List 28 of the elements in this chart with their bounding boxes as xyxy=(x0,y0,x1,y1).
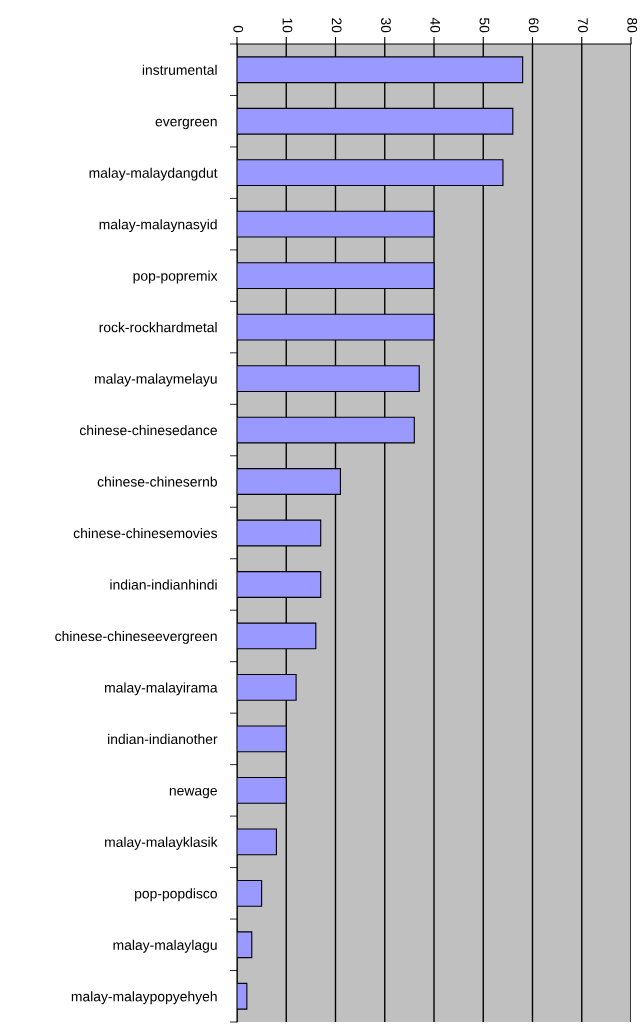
y-tick-label: rock-rockhardmetal xyxy=(99,322,217,333)
y-tick-label: malay-malaydangdut xyxy=(89,167,218,181)
x-tick-label: 40 xyxy=(430,17,441,33)
y-tick-label: malay-malayirama xyxy=(105,682,218,696)
x-tick-label: 10 xyxy=(282,18,293,33)
y-tick-label: malay-malayklasik xyxy=(105,836,218,850)
y-tick-label: chinese-chinesernb xyxy=(97,476,217,487)
y-tick-label: chinese-chineseevergreen xyxy=(55,630,217,644)
y-tick-label: indian-indianhindi xyxy=(110,579,217,590)
x-tick-label: 60 xyxy=(528,18,539,33)
y-tick-label: pop-popdisco xyxy=(135,888,217,902)
y-tick-label: indian-indianother xyxy=(108,733,218,745)
y-tick-label: pop-popremix xyxy=(133,270,218,284)
y-tick-label: malay-malaynasyid xyxy=(99,219,217,233)
y-tick-label: evergreen xyxy=(155,118,217,130)
x-tick-label: 50 xyxy=(479,18,490,33)
x-tick-label: 70 xyxy=(578,18,588,33)
y-tick-label: instrumental xyxy=(142,64,217,75)
x-tick-label: 80 xyxy=(627,18,638,33)
x-tick-label: 30 xyxy=(381,17,391,33)
y-tick-label: malay-malaylagu xyxy=(113,939,217,953)
y-tick-label: malay-malaypopyehyeh xyxy=(71,991,217,1005)
x-tick-label: 20 xyxy=(331,18,342,33)
y-tick-label: malay-malaymelayu xyxy=(94,373,217,387)
y-tick-label: chinese-chinesedance xyxy=(79,425,217,436)
y-tick-label: newage xyxy=(169,787,217,799)
y-tick-label: chinese-chinesemovies xyxy=(73,527,218,539)
x-tick-label: 0 xyxy=(233,25,244,33)
